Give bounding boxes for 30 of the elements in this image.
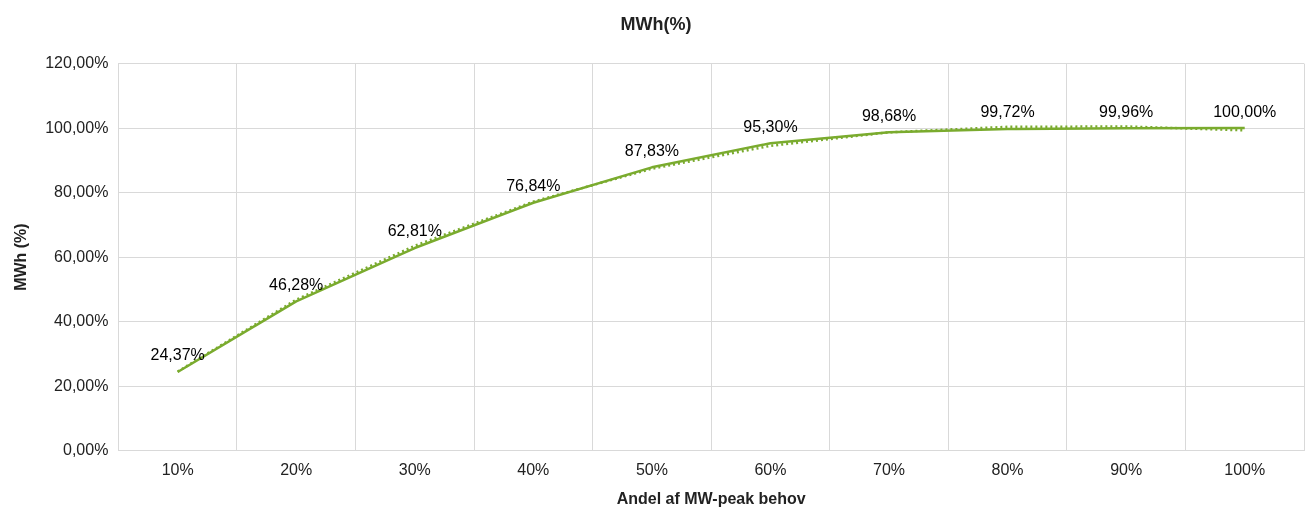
x-tick-label: 50% (635, 460, 668, 478)
y-tick-label: 20,00% (54, 376, 109, 394)
data-label: 98,68% (861, 106, 917, 124)
x-tick-label: 60% (754, 460, 787, 478)
x-tick-label: 40% (517, 460, 550, 478)
x-tick-label: 80% (991, 460, 1024, 478)
x-tick-label: 90% (1110, 460, 1143, 478)
x-tick-label: 20% (280, 460, 313, 478)
data-label: 87,83% (624, 141, 680, 159)
data-label: 99,96% (1099, 102, 1154, 120)
data-label: 46,28% (269, 275, 324, 293)
y-tick-label: 40,00% (54, 312, 109, 330)
y-tick-label: 100,00% (45, 118, 109, 136)
chart-title: MWh(%) (620, 13, 692, 34)
x-tick-label: 100% (1224, 460, 1266, 478)
y-tick-label: 120,00% (45, 54, 109, 72)
data-label: 95,30% (743, 117, 798, 135)
y-tick-label: 60,00% (54, 247, 109, 265)
x-tick-label: 30% (398, 460, 431, 478)
y-tick-label: 80,00% (54, 183, 109, 201)
data-label: 62,81% (387, 222, 442, 240)
data-label: 100,00% (1213, 102, 1277, 120)
y-axis-title: MWh (%) (12, 223, 30, 291)
data-label: 76,84% (506, 177, 561, 195)
y-tick-label: 0,00% (62, 441, 109, 459)
data-label: 99,72% (980, 103, 1035, 121)
data-label: 24,37% (150, 346, 205, 364)
x-tick-label: 70% (873, 460, 906, 478)
x-axis-title: Andel af MW-peak behov (616, 489, 806, 507)
x-tick-label: 10% (161, 460, 194, 478)
